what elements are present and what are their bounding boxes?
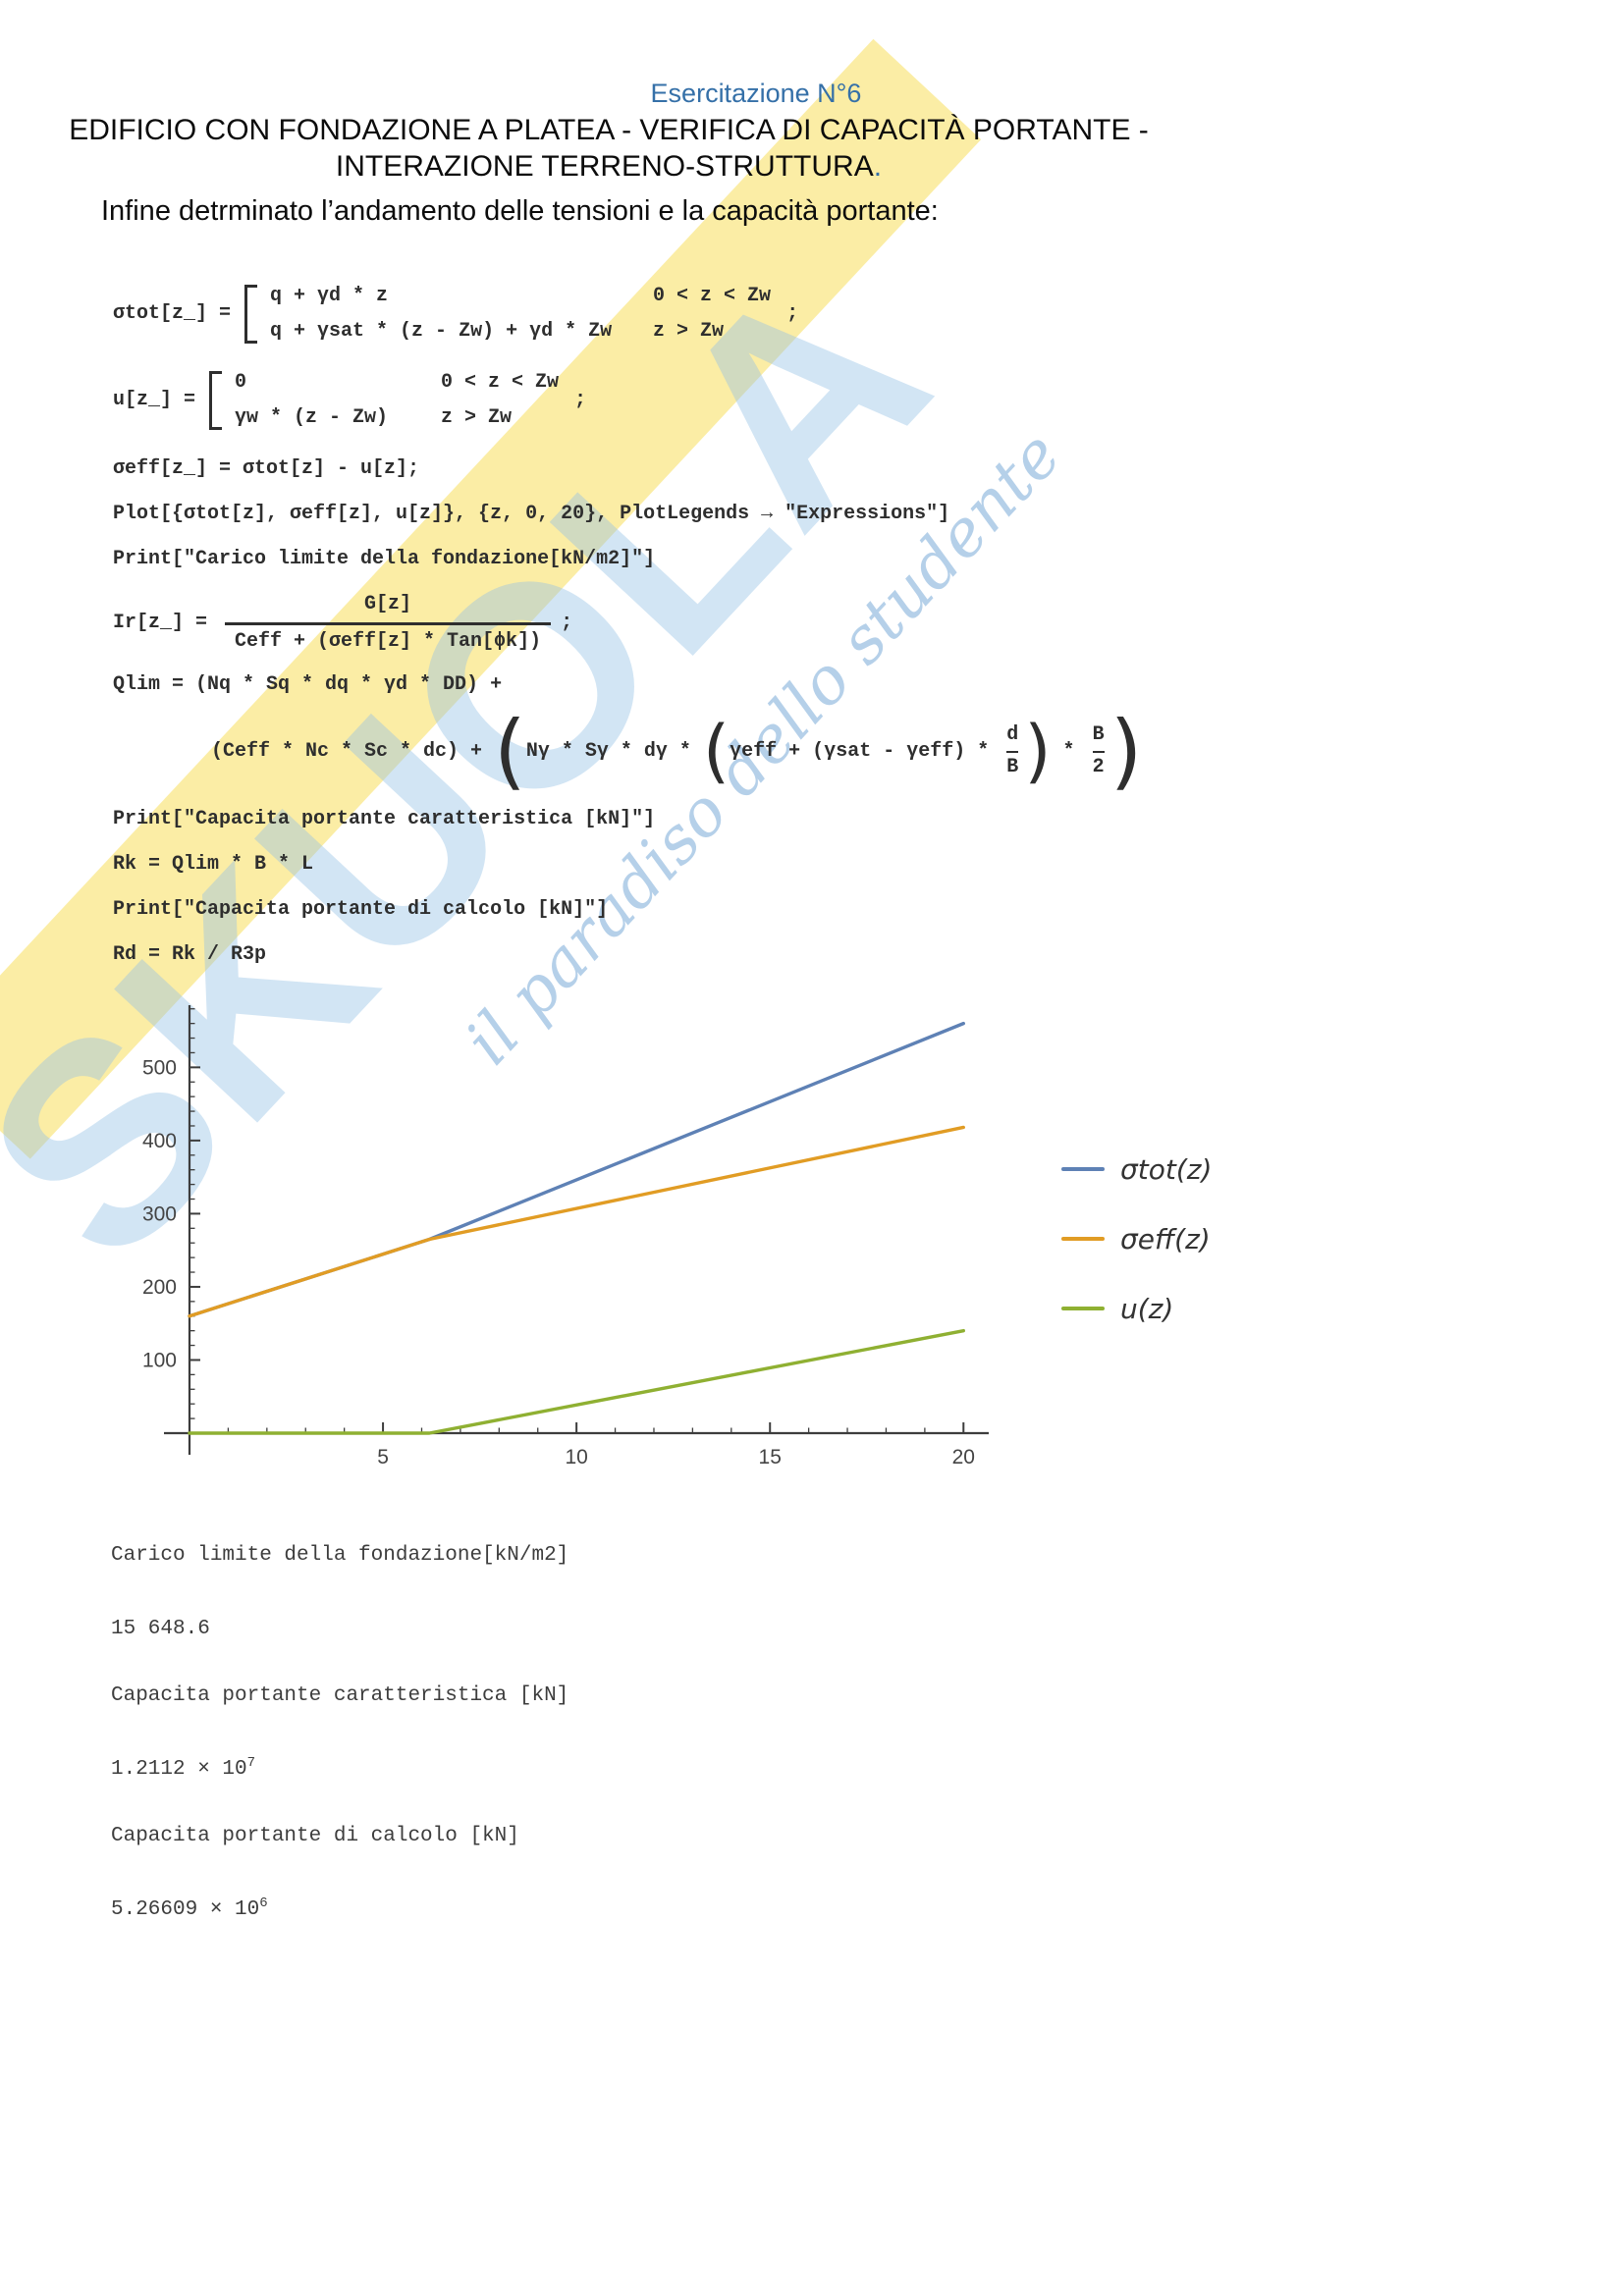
output-value-text: 1.2112 × 10 (111, 1758, 247, 1781)
code-plot-line: Plot[{σtot[z], σeff[z], u[z]}, {z, 0, 20… (113, 503, 950, 525)
piecewise-row: 0 0 < z < Zw (235, 369, 559, 397)
fraction-numerator: G[z] (364, 593, 412, 615)
output-value: 15 648.6 (111, 1610, 568, 1642)
code-print-caratteristica: Print["Capacita portante caratteristica … (113, 808, 656, 831)
code-sigmaeff-line: σeff[z_] = σtot[z] - u[z]; (113, 457, 420, 480)
exercise-header: Esercitazione N°6 (650, 79, 862, 108)
piecewise-bracket (209, 371, 227, 430)
y-tick-label: 400 (142, 1130, 177, 1152)
title-line-2-text: INTERAZIONE TERRENO-STRUTTURA (335, 150, 874, 183)
code-operator: * (1051, 739, 1087, 763)
plot-legend: σtot(z) σeff(z) u(z) (1061, 1153, 1212, 1325)
x-tick-label: 20 (952, 1446, 975, 1468)
fraction: G[z] Ceff + (σeff[z] * Tan[ϕk]) (225, 591, 552, 656)
code-print-calcolo: Print["Capacita portante di calcolo [kN]… (113, 898, 609, 922)
code-semicolon: ; (561, 612, 573, 634)
legend-label: σtot(z) (1120, 1152, 1213, 1186)
code-expr: γeff + (γsat - γeff) * (730, 739, 1001, 763)
legend-label: σeff(z) (1120, 1222, 1211, 1255)
series-line (188, 1328, 965, 1435)
piecewise-row: q + γsat * (z - Zw) + γd * Zw z > Zw (270, 318, 771, 346)
page-title: EDIFICIO CON FONDAZIONE A PLATEA - VERIF… (59, 112, 1159, 185)
title-line-1: EDIFICIO CON FONDAZIONE A PLATEA - VERIF… (69, 114, 1149, 146)
legend-swatch (1061, 1167, 1105, 1171)
y-tick-label: 500 (142, 1056, 177, 1079)
x-tick-label: 10 (565, 1446, 587, 1468)
code-qlim-line1: Qlim = (Nq * Sq * dq * γd * DD) + (113, 673, 503, 696)
stress-plot-figure: 5 10 15 20 100 200 300 400 500 σtot(z) σeff(z) u(z… (133, 993, 1212, 1484)
output-value: 5.26609 × 106 (111, 1891, 568, 1923)
big-open-paren: ( (702, 710, 730, 791)
output-value-exponent: 7 (246, 1755, 256, 1771)
code-lhs: u[z_] = (113, 389, 196, 411)
code-semicolon: ; (786, 302, 799, 325)
series-line (188, 1021, 965, 1318)
output-block: Carico limite della fondazione[kN/m2] 15… (111, 1543, 568, 1964)
code-rk-line: Rk = Qlim * B * L (113, 853, 314, 877)
big-close-paren: ) (1109, 703, 1143, 799)
code-lhs: σtot[z_] = (113, 302, 232, 325)
x-tick-label: 15 (759, 1446, 782, 1468)
piecewise-bracket (244, 285, 262, 344)
output-value-text: 15 648.6 (111, 1618, 210, 1640)
piecewise-row: q + γd * z 0 < z < Zw (270, 283, 771, 310)
fraction: d B (1006, 721, 1019, 781)
y-tick-label: 100 (142, 1349, 177, 1371)
big-open-paren: ( (494, 703, 526, 799)
y-tick-label: 200 (142, 1276, 177, 1299)
code-semicolon: ; (574, 389, 587, 411)
code-expr: Nγ * Sγ * dγ * (525, 739, 703, 763)
fraction-numerator: B (1092, 723, 1105, 747)
code-sigmatot-definition: σtot[z_] = q + γd * z 0 < z < Zw q + γsa… (113, 283, 1142, 346)
code-ir-definition: Ir[z_] = G[z] Ceff + (σeff[z] * Tan[ϕk])… (113, 591, 1142, 656)
series-line (188, 1125, 965, 1318)
code-rd-line: Rd = Rk / R3p (113, 943, 267, 967)
code-condition: 0 < z < Zw (653, 285, 772, 307)
code-condition: z > Zw (653, 320, 725, 343)
intro-text: Infine detrminato l’andamento delle tens… (101, 195, 939, 227)
fraction-numerator: d (1006, 723, 1019, 747)
code-expr: q + γd * z (270, 285, 389, 307)
code-u-definition: u[z_] = 0 0 < z < Zw γw * (z - Zw) z > Z… (113, 369, 1142, 432)
mathematica-code-block: σtot[z_] = q + γd * z 0 < z < Zw q + γsa… (113, 283, 1142, 987)
big-close-paren: ) (1024, 710, 1052, 791)
code-expr: γw * (z - Zw) (235, 406, 389, 429)
fraction-denominator: B (1006, 751, 1019, 781)
output-value-exponent: 6 (259, 1896, 268, 1911)
legend-item: σtot(z) (1061, 1153, 1212, 1186)
piecewise-row: γw * (z - Zw) z > Zw (235, 404, 559, 432)
title-line-2: INTERAZIONE TERRENO-STRUTTURA. (59, 148, 1159, 185)
code-expr: q + γsat * (z - Zw) + γd * Zw (270, 320, 613, 343)
legend-item: σeff(z) (1061, 1223, 1212, 1255)
legend-item: u(z) (1061, 1293, 1212, 1325)
code-qlim-line2: (Ceff * Nc * Sc * dc) + ( Nγ * Sγ * dγ *… (211, 703, 1143, 799)
output-label: Capacita portante di calcolo [kN] (111, 1825, 519, 1847)
code-expr: 0 (235, 371, 247, 394)
output-label: Carico limite della fondazione[kN/m2] (111, 1544, 569, 1567)
title-end-period: . (873, 150, 883, 183)
code-condition: z > Zw (441, 406, 513, 429)
code-expr: (Ceff * Nc * Sc * dc) + (211, 739, 495, 763)
fraction: B 2 (1092, 721, 1105, 781)
output-label: Capacita portante caratteristica [kN] (111, 1684, 569, 1707)
output-value-text: 5.26609 × 10 (111, 1898, 260, 1921)
legend-swatch (1061, 1307, 1105, 1310)
fraction-denominator: 2 (1092, 751, 1105, 781)
code-condition: 0 < z < Zw (441, 371, 560, 394)
y-tick-label: 300 (142, 1202, 177, 1225)
code-lhs: Ir[z_] = (113, 612, 208, 634)
plot-canvas: 5 10 15 20 100 200 300 400 500 (142, 1005, 989, 1468)
output-value: 1.2112 × 107 (111, 1750, 568, 1783)
legend-swatch (1061, 1237, 1105, 1241)
fraction-denominator: Ceff + (σeff[z] * Tan[ϕk]) (225, 622, 552, 656)
code-print-carico: Print["Carico limite della fondazione[kN… (113, 548, 656, 570)
x-tick-label: 5 (377, 1446, 389, 1468)
legend-label: u(z) (1120, 1292, 1174, 1325)
